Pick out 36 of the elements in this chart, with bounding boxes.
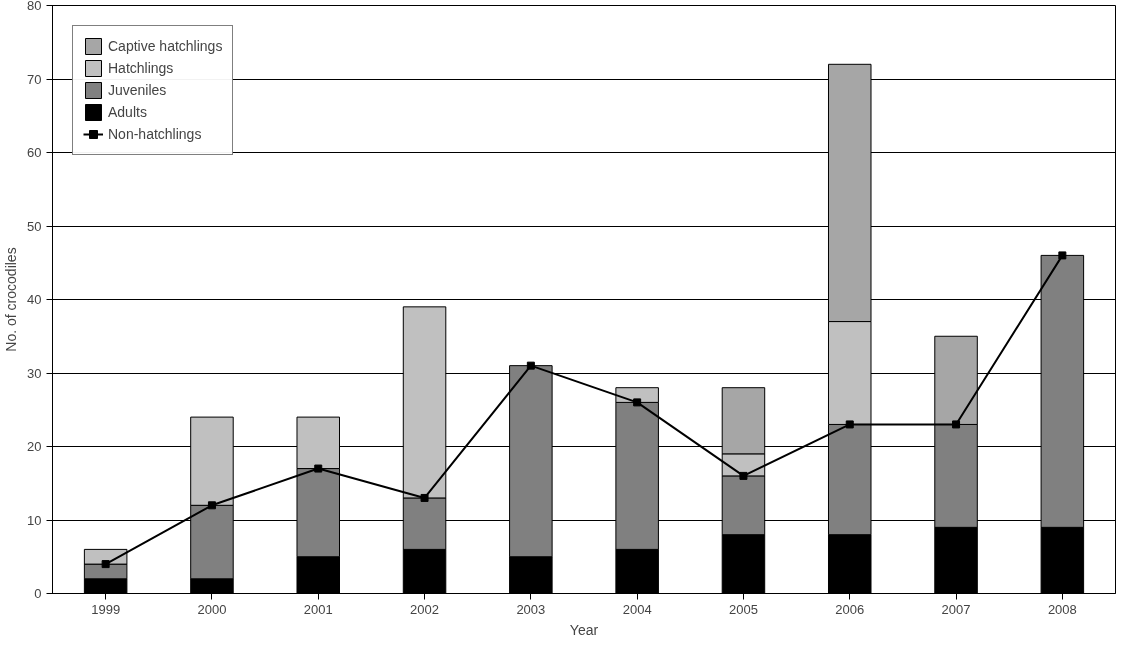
y-tick-label: 60 — [27, 145, 42, 160]
x-tick-label: 2008 — [1047, 601, 1077, 617]
x-tick-label: 2005 — [728, 601, 758, 617]
y-tick-label: 20 — [27, 439, 42, 454]
x-axis-title: Year — [569, 621, 599, 638]
x-tick-label: 1999 — [91, 601, 121, 617]
y-axis-title: No. of crocodiles — [3, 247, 20, 352]
x-tick-label: 2003 — [516, 601, 546, 617]
point — [101, 560, 110, 569]
legend-label: Juveniles — [108, 82, 167, 98]
legend-label: Captive hatchlings — [108, 38, 223, 54]
point — [420, 493, 429, 502]
point — [207, 501, 216, 510]
y-tick-label: 50 — [27, 218, 42, 234]
x-tick-label: 2001 — [303, 601, 333, 617]
legend-label: Non-hatchlings — [108, 126, 202, 142]
legend-label: Hatchlings — [108, 60, 174, 76]
x-tick-label: 2000 — [197, 601, 227, 617]
y-tick-label: 0 — [34, 586, 42, 601]
point — [739, 471, 748, 480]
y-tick-label: 70 — [27, 71, 42, 87]
legend-label: Adults — [108, 104, 147, 120]
x-tick-label: 2004 — [622, 601, 652, 617]
y-tick-label: 40 — [27, 292, 42, 307]
point — [526, 361, 535, 370]
x-tick-label: 2002 — [410, 601, 440, 617]
y-tick-label: 10 — [27, 512, 42, 528]
x-tick-label: 2006 — [835, 601, 865, 617]
y-tick-label: 30 — [27, 365, 42, 381]
point — [314, 464, 323, 473]
y-tick-label: 80 — [27, 0, 42, 13]
point — [845, 420, 854, 429]
point — [952, 420, 961, 429]
point — [633, 398, 642, 407]
point — [1058, 251, 1067, 260]
x-tick-label: 2007 — [941, 601, 971, 617]
